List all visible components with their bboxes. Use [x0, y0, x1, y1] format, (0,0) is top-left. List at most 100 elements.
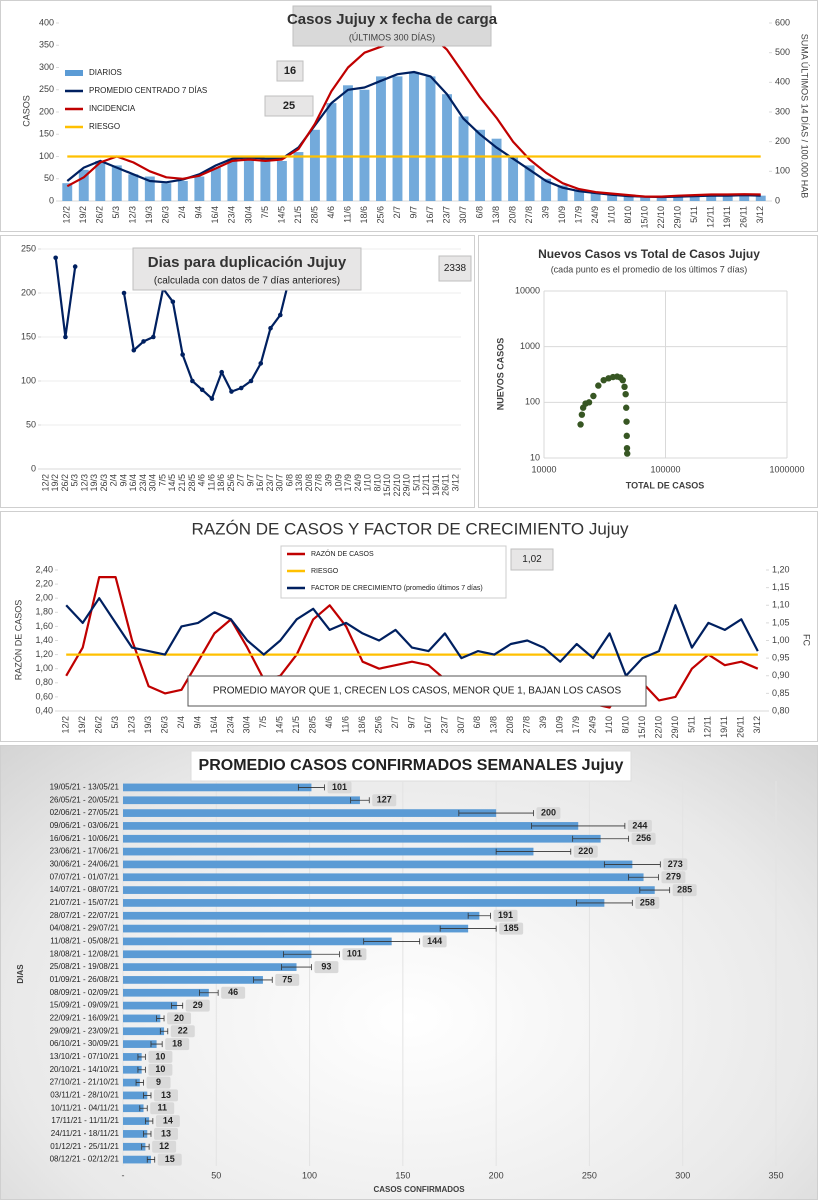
- value-label: 127: [377, 795, 392, 805]
- x-tick-label: 19/3: [144, 206, 154, 224]
- chart: PROMEDIO CASOS CONFIRMADOS SEMANALES Juj…: [16, 750, 784, 1194]
- x-axis-label: CASOS CONFIRMADOS: [373, 1185, 465, 1194]
- y2-tick-label: 1,00: [772, 635, 790, 645]
- value-label-box: [167, 1012, 192, 1025]
- x-tick-label: 20/8: [505, 716, 515, 734]
- legend-label: DIARIOS: [89, 68, 122, 77]
- y-tick-label: 22/09/21 - 16/09/21: [50, 1014, 120, 1023]
- bar: [123, 1053, 142, 1061]
- value-label: 9: [156, 1077, 161, 1087]
- y-tick-label: 29/09/21 - 23/09/21: [50, 1026, 120, 1035]
- y-tick-label: 18/08/21 - 12/08/21: [50, 949, 120, 958]
- y-tick-label: 06/10/21 - 30/09/21: [50, 1039, 120, 1048]
- x-tick-label: 11/6: [206, 474, 216, 491]
- legend-label: INCIDENCIA: [89, 104, 136, 113]
- value-label: 101: [332, 782, 347, 792]
- x-tick-label: 23/7: [265, 474, 275, 492]
- bar: [623, 195, 634, 201]
- x-tick-label: 14/5: [275, 716, 285, 734]
- x-tick-label: 25/6: [373, 716, 383, 734]
- marker: [238, 385, 244, 391]
- x-tick-label: 3/9: [538, 716, 548, 729]
- value-label-box: [573, 845, 598, 858]
- x-tick-label: 2/7: [236, 474, 246, 487]
- x-tick-label: 27/8: [314, 474, 324, 492]
- bar: [243, 156, 254, 201]
- y-tick-label: 200: [39, 106, 54, 116]
- x-tick-label: 27/8: [524, 206, 534, 224]
- x-tick-label: 14/5: [167, 474, 177, 492]
- y-tick-label: 26/05/21 - 20/05/21: [50, 795, 120, 804]
- x-tick-label: 19/2: [50, 474, 60, 492]
- x-tick-label: 9/7: [406, 716, 416, 729]
- x-tick-label: 19/11: [431, 474, 441, 496]
- bar: [128, 174, 139, 201]
- value-label-box: [185, 999, 210, 1012]
- note: PROMEDIO MAYOR QUE 1, CRECEN LOS CASOS, …: [213, 686, 622, 697]
- point: [622, 390, 629, 398]
- x-tick-label: 350: [768, 1170, 783, 1180]
- y-tick-label: 08/09/21 - 02/09/21: [50, 988, 120, 997]
- x-tick-label: 50: [211, 1170, 221, 1180]
- legend-label: FACTOR DE CRECIMIENTO (promedio últimos …: [311, 585, 483, 592]
- bar: [123, 1027, 165, 1036]
- x-tick-label: 200: [489, 1170, 504, 1180]
- y-tick-label: 350: [39, 40, 54, 50]
- x-tick-label: 12/2: [62, 206, 72, 224]
- legend-swatch: [65, 70, 83, 76]
- title-box: [292, 5, 492, 47]
- y-tick-label: 150: [21, 331, 36, 341]
- bar: [458, 116, 469, 201]
- marker: [278, 312, 283, 318]
- point: [624, 450, 631, 457]
- x-tick-label: 30/4: [243, 206, 253, 224]
- error-bar: [439, 925, 497, 932]
- x-tick-label: 29/10: [673, 206, 683, 229]
- marker: [170, 299, 176, 305]
- chart-title: Casos Jujuy x fecha de carga: [287, 11, 498, 28]
- y2-tick-label: 1,20: [772, 564, 790, 574]
- error-bar: [639, 887, 671, 894]
- chart: 0,40 0,60 0,80 1,00 1,20 1,40 1,60 1,80 2,00 2,20…: [13, 519, 811, 738]
- point: [578, 411, 586, 418]
- x-tick-label: 26/3: [161, 206, 171, 224]
- bar: [491, 138, 502, 201]
- y-tick-label: 0,80: [35, 677, 53, 687]
- marker: [53, 255, 58, 261]
- x-tick-label: 4/6: [326, 206, 336, 219]
- error-bar: [283, 951, 340, 958]
- point: [623, 444, 631, 452]
- x-tick-label: 19/11: [722, 206, 732, 228]
- x-tick-label: 150: [395, 1170, 410, 1180]
- value-label-box: [327, 781, 352, 794]
- bar: [541, 178, 552, 201]
- y-tick-label: 10/11/21 - 04/11/21: [51, 1103, 120, 1112]
- y-axis-label: CASOS: [21, 95, 31, 127]
- x-tick-label: 9/4: [194, 206, 204, 219]
- y-tick-label: 09/06/21 - 03/06/21: [50, 821, 120, 830]
- x-tick-label: 28/5: [187, 474, 197, 492]
- annotation: 16: [284, 65, 296, 77]
- error-bar: [137, 1066, 146, 1073]
- y-tick-label: 300: [39, 62, 54, 72]
- x-tick-label: 100: [302, 1170, 317, 1180]
- value-label-box: [146, 1076, 171, 1089]
- chart-subtitle: (calculada con datos de 7 días anteriore…: [154, 276, 340, 287]
- y-tick-label: 23/06/21 - 17/06/21: [50, 847, 120, 856]
- x-tick-label: 5/3: [110, 716, 120, 729]
- x-tick-label: 28/5: [309, 206, 319, 224]
- marker: [199, 387, 205, 393]
- bar: [574, 189, 585, 201]
- y-tick-label: 25/08/21 - 19/08/21: [50, 962, 120, 971]
- bar: [123, 847, 534, 856]
- y2-tick-label: 1,10: [772, 600, 790, 610]
- x-tick-label: 30/4: [242, 716, 252, 734]
- point: [623, 418, 630, 425]
- bar: [95, 160, 106, 201]
- bar: [123, 822, 579, 830]
- y2-tick-label: 300: [775, 106, 790, 116]
- bar: [706, 195, 717, 201]
- bar: [326, 103, 337, 201]
- bar: [123, 1130, 148, 1138]
